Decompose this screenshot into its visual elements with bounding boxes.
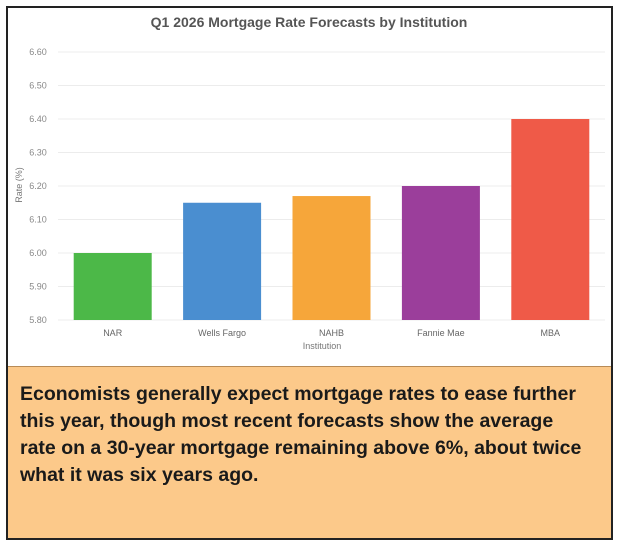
x-axis-title: Institution <box>303 341 342 351</box>
y-axis-title: Rate (%) <box>14 167 24 203</box>
bars <box>73 119 590 320</box>
caption-text: Economists generally expect mortgage rat… <box>20 383 582 486</box>
bar-nahb <box>292 196 371 320</box>
y-tick-label: 6.00 <box>29 248 47 258</box>
bar-nar <box>73 253 152 320</box>
y-tick-label: 6.40 <box>29 114 47 124</box>
y-tick-label: 6.60 <box>29 47 47 57</box>
chart-area: Q1 2026 Mortgage Rate Forecasts by Insti… <box>8 8 611 364</box>
y-tick-label: 6.10 <box>29 215 47 225</box>
bar-fannie-mae <box>401 186 480 320</box>
y-axis-ticks: 5.80 5.90 6.00 6.10 6.20 6.30 6.40 6.50 6.60 <box>29 47 47 325</box>
x-tick-label: NAR <box>103 328 123 338</box>
y-tick-label: 6.30 <box>29 148 47 158</box>
caption-box: Economists generally expect mortgage rat… <box>8 366 611 538</box>
chart-frame: Q1 2026 Mortgage Rate Forecasts by Insti… <box>6 6 613 540</box>
bar-wells-fargo <box>183 202 262 320</box>
x-axis-categories: NAR Wells Fargo NAHB Fannie Mae MBA <box>103 328 560 338</box>
x-tick-label: MBA <box>541 328 561 338</box>
y-tick-label: 6.20 <box>29 181 47 191</box>
bar-chart: Q1 2026 Mortgage Rate Forecasts by Insti… <box>14 14 605 351</box>
y-tick-label: 6.50 <box>29 81 47 91</box>
y-tick-label: 5.90 <box>29 282 47 292</box>
x-tick-label: NAHB <box>319 328 344 338</box>
x-tick-label: Wells Fargo <box>198 328 246 338</box>
y-tick-label: 5.80 <box>29 315 47 325</box>
x-tick-label: Fannie Mae <box>417 328 465 338</box>
bar-mba <box>511 119 590 320</box>
chart-title: Q1 2026 Mortgage Rate Forecasts by Insti… <box>151 14 468 30</box>
